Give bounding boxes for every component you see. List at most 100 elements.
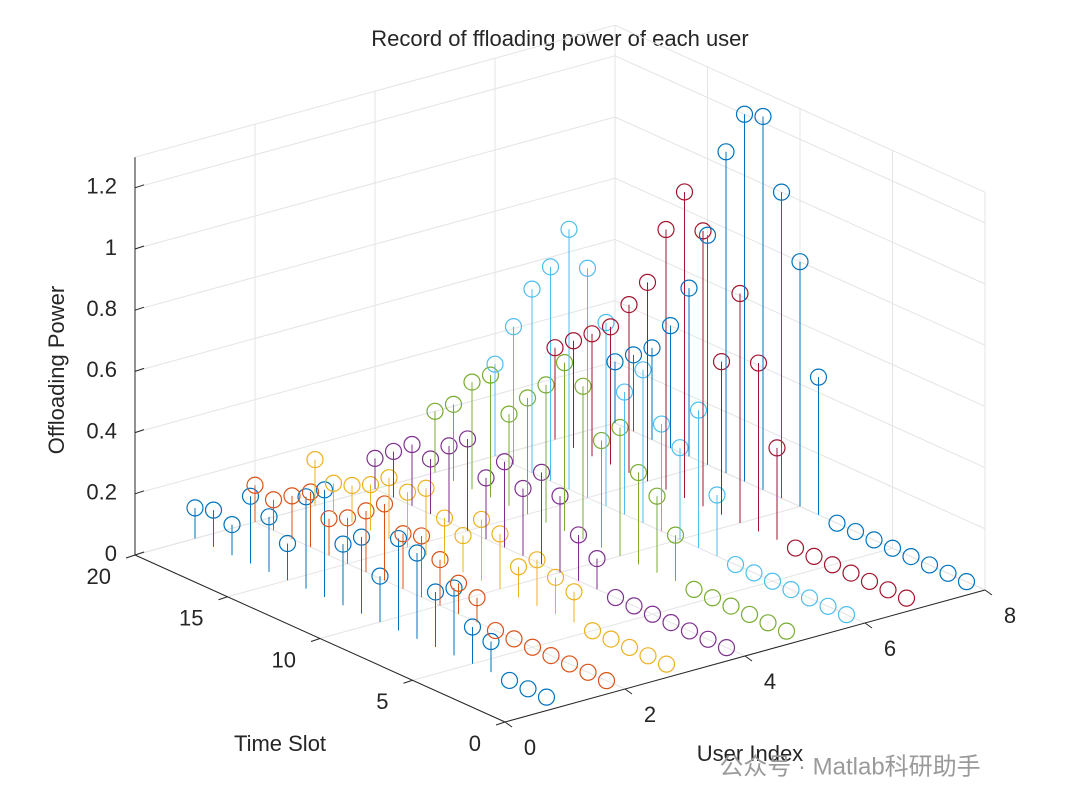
stem-marker [417, 479, 435, 497]
x-tick-label: 2 [644, 702, 656, 727]
stem-marker [477, 469, 495, 487]
stem-marker [486, 355, 504, 373]
stem-marker [523, 280, 541, 298]
stem-marker [306, 451, 324, 469]
stem-marker [620, 638, 639, 657]
stem-marker [957, 573, 976, 591]
stem-marker [537, 376, 555, 394]
stem-marker [514, 479, 532, 498]
stem-marker [301, 483, 320, 501]
stem-marker [509, 558, 528, 576]
stem-marker [384, 442, 403, 461]
stem-marker [463, 618, 482, 636]
stem-marker [403, 435, 421, 454]
stem-marker [260, 508, 278, 526]
stem-marker [204, 501, 223, 519]
stem-marker [749, 354, 768, 372]
stem-marker [361, 476, 380, 494]
stem-marker [444, 395, 463, 413]
stem-marker [278, 534, 297, 553]
stem-marker [652, 415, 671, 433]
stem-marker [528, 551, 546, 569]
stem-marker [699, 630, 717, 648]
stem-marker [486, 621, 505, 640]
stem-marker [546, 339, 564, 357]
stem-marker [579, 663, 597, 681]
x-tick [624, 688, 633, 695]
stem-marker [440, 437, 458, 455]
grid-line [134, 361, 616, 495]
x-tick-label: 8 [1004, 603, 1016, 628]
stem-marker [745, 564, 763, 582]
stem-marker [624, 346, 643, 364]
stem-marker [680, 279, 698, 297]
stem-marker [523, 638, 542, 656]
stem-marker [791, 253, 809, 271]
grid-line [614, 116, 986, 285]
stem-marker [426, 402, 444, 420]
stem-marker [389, 529, 408, 548]
z-tick-label: 1 [105, 235, 117, 260]
stem-marker [357, 502, 375, 520]
stem-marker [454, 526, 472, 545]
x-tick [984, 589, 993, 596]
stem-marker [435, 509, 454, 527]
stem-marker [505, 630, 523, 648]
stem-marker [661, 317, 680, 335]
x-tick-label: 6 [884, 636, 896, 661]
stem-marker [519, 680, 537, 698]
stem-marker [731, 284, 749, 303]
stem-marker [740, 605, 759, 624]
stem-marker [717, 639, 736, 657]
stem-marker [685, 580, 703, 599]
y-axis-title: Time Slot [234, 731, 326, 756]
stem-marker [472, 510, 491, 529]
stem-marker [860, 572, 879, 591]
stem-marker [639, 647, 657, 665]
stem-marker [698, 226, 717, 244]
x-tick [864, 622, 873, 629]
stem-marker [574, 377, 592, 395]
stem-marker [883, 539, 902, 557]
z-tick [134, 551, 145, 556]
stem-marker [542, 646, 560, 665]
stem-marker [809, 368, 828, 386]
stem-marker [634, 361, 652, 379]
grid-line [134, 177, 616, 311]
stem-marker [726, 555, 745, 574]
stem-marker [449, 574, 468, 592]
stem-marker [611, 418, 629, 437]
stem-marker [408, 544, 426, 562]
stem-marker [431, 550, 449, 569]
stem-marker [186, 499, 204, 517]
stem-marker [823, 556, 842, 574]
stem-marker [759, 614, 777, 632]
stem-marker [689, 401, 708, 419]
grid-line [614, 55, 986, 224]
stem-marker [320, 510, 338, 528]
stem-marker [920, 556, 939, 574]
stem-marker [666, 526, 685, 544]
stem-marker [398, 483, 417, 501]
x-tick-label: 0 [524, 735, 536, 760]
stem-marker [777, 622, 796, 640]
grid-line [412, 547, 893, 681]
stem-marker [662, 613, 680, 632]
stem-marker [782, 580, 800, 599]
stem-marker [772, 183, 791, 201]
stem-marker [620, 296, 638, 314]
stem-marker [828, 514, 846, 532]
z-axis-title: Offloading Power [44, 286, 69, 454]
stem-marker [569, 526, 588, 544]
y-tick-label: 5 [376, 689, 388, 714]
stem-marker [602, 630, 620, 648]
stem-marker [324, 474, 343, 492]
stem-marker [371, 567, 389, 585]
stem-marker [675, 183, 694, 201]
stem-marker [481, 366, 500, 384]
stem-marker [375, 495, 394, 513]
y-tick-label: 0 [469, 731, 481, 756]
stem-marker [597, 672, 616, 690]
stem-marker [657, 655, 676, 673]
stem-marker [578, 259, 597, 277]
